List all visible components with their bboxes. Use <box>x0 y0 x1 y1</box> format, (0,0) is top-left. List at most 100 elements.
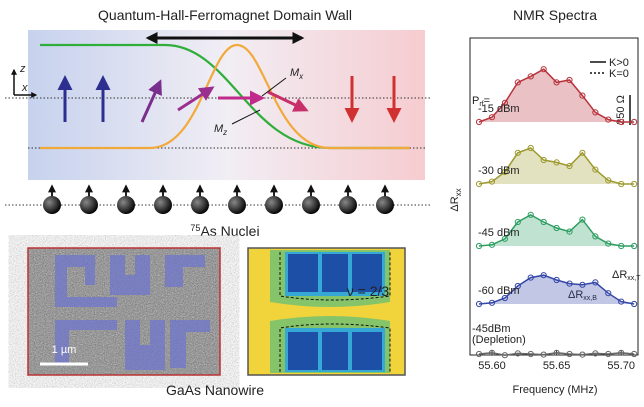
series-line <box>478 213 635 247</box>
simulation-map <box>247 247 406 376</box>
data-point <box>566 228 573 235</box>
data-point <box>475 180 483 188</box>
annotation-main: ΔR <box>612 269 627 281</box>
filling-label: ν = 2/3 <box>347 283 390 299</box>
data-point <box>475 242 483 250</box>
data-point <box>488 349 496 356</box>
power-label: Prf= <box>472 95 490 108</box>
nucleus <box>302 196 320 214</box>
data-point <box>540 351 547 358</box>
axis-x: x <box>21 82 28 94</box>
annotation: ΔRxx,T <box>612 269 641 282</box>
data-point <box>501 99 508 106</box>
data-point <box>540 66 547 73</box>
data-point <box>631 180 638 188</box>
data-point <box>618 180 625 188</box>
data-point <box>527 73 534 80</box>
domain-wall <box>5 30 430 180</box>
annotation: ΔRxx,B <box>568 289 597 302</box>
data-point <box>514 282 521 290</box>
data-point <box>618 349 625 356</box>
nucleus <box>228 196 246 214</box>
data-point <box>592 279 599 286</box>
data-point <box>579 351 586 358</box>
data-point <box>631 118 638 126</box>
data-point <box>501 168 508 176</box>
data-point <box>579 216 586 223</box>
plot-frame <box>469 37 639 356</box>
y-label-sub: xx <box>454 188 463 196</box>
data-point <box>514 350 521 357</box>
nucleus <box>376 196 394 214</box>
data-point <box>501 352 508 359</box>
nucleus <box>265 196 283 214</box>
data-point <box>592 109 599 116</box>
data-point <box>514 79 521 86</box>
data-point <box>540 218 547 226</box>
mz-main: M <box>214 123 224 135</box>
data-point <box>605 177 612 184</box>
series-area <box>479 148 635 184</box>
mx-main: M <box>290 67 300 79</box>
data-point <box>501 294 508 302</box>
data-point <box>566 350 573 358</box>
series-label: -45dBm <box>472 323 511 335</box>
data-point <box>553 349 560 356</box>
data-point <box>527 274 534 281</box>
legend-label: K>0 <box>609 57 629 69</box>
nuclei-row <box>5 184 430 214</box>
data-point <box>592 166 599 173</box>
series-line <box>478 147 635 185</box>
data-point <box>475 350 483 358</box>
data-point <box>605 350 612 358</box>
data-point <box>579 281 586 288</box>
data-point <box>631 350 638 358</box>
y-axis-label: ΔRxx <box>449 188 463 211</box>
data-point <box>553 159 560 166</box>
data-point <box>488 114 496 121</box>
depletion-label: (Depletion) <box>472 334 526 346</box>
data-point <box>618 118 625 126</box>
data-point <box>514 218 521 226</box>
nucleus <box>43 196 61 214</box>
mz-label: Mz <box>214 123 227 137</box>
data-point <box>605 116 612 123</box>
data-point <box>527 211 534 218</box>
power-eq: = <box>484 95 490 107</box>
series-area <box>479 69 635 122</box>
nucleus <box>339 196 357 214</box>
data-point <box>605 290 612 297</box>
data-point <box>475 118 483 126</box>
series-label: -60 dBm <box>478 285 520 297</box>
panel-title: Quantum-Hall-Ferromagnet Domain Wall <box>98 7 352 23</box>
x-tick-label: 55.70 <box>607 360 635 372</box>
sem-image <box>27 247 221 376</box>
data-point <box>488 299 496 306</box>
scale-bar-label: 250 Ω <box>615 95 627 125</box>
power-main: P <box>472 95 479 107</box>
nucleus <box>154 196 172 214</box>
series-line <box>478 68 635 123</box>
data-point <box>579 92 586 99</box>
nucleus <box>117 196 135 214</box>
series-label: -30 dBm <box>478 165 520 177</box>
y-label-main: ΔR <box>449 196 461 211</box>
series-area <box>479 275 635 304</box>
scale-bar-label: 1 µm <box>52 344 77 356</box>
nucleus <box>80 196 98 214</box>
axis-z: z <box>19 63 26 75</box>
nuclei-sup: 75 <box>190 223 200 233</box>
data-point <box>527 350 534 358</box>
data-point <box>553 224 560 232</box>
data-point <box>540 272 547 279</box>
data-point <box>475 300 483 308</box>
data-point <box>553 276 560 284</box>
data-point <box>618 298 625 305</box>
series-area <box>479 352 635 356</box>
data-point <box>553 79 560 86</box>
data-point <box>501 235 508 242</box>
data-point <box>631 300 638 308</box>
data-point <box>579 149 586 156</box>
nuclei-text: As Nuclei <box>200 223 259 239</box>
